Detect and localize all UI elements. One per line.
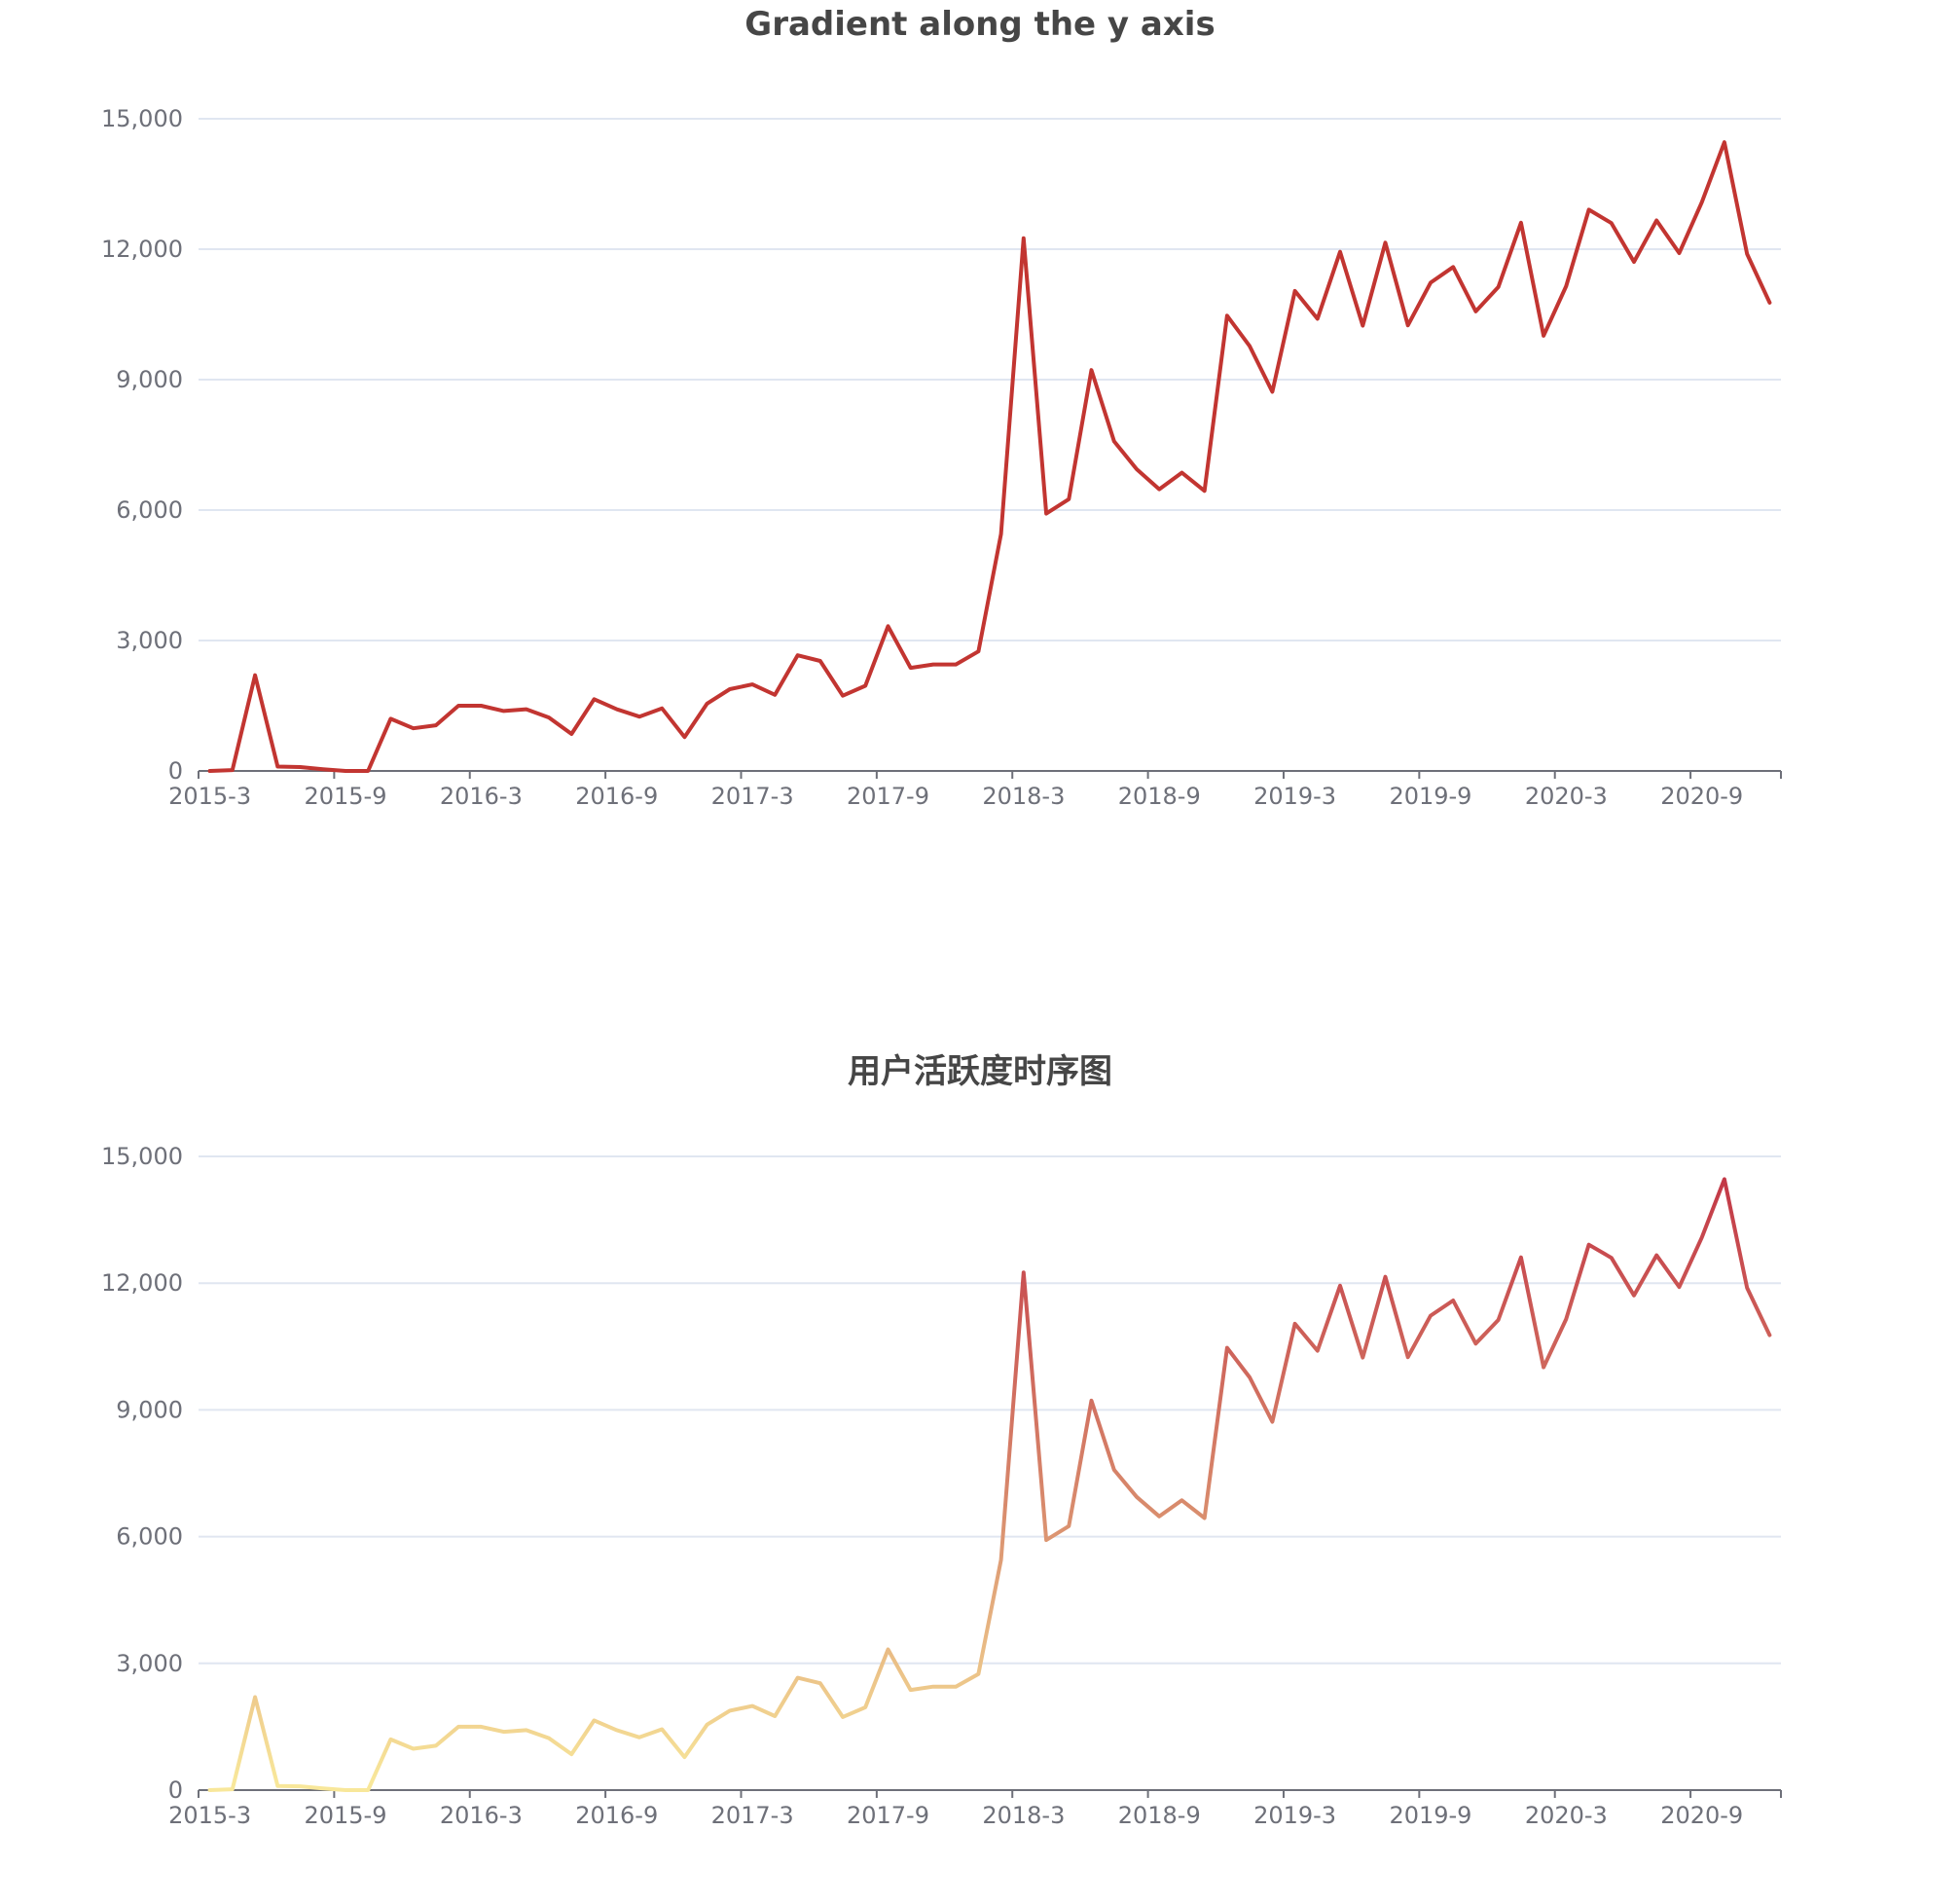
chart-2: 用户活跃度时序图 0 3,000 6,000 9,000 12,000 15,000 20… bbox=[101, 1052, 1782, 1829]
chart-2-y-tick-label: 0 bbox=[168, 1776, 183, 1804]
chart-2-series-line bbox=[207, 1177, 1772, 1792]
chart-2-x-tick-label: 2018-9 bbox=[1118, 1802, 1201, 1829]
chart-1-x-tick-label: 2020-3 bbox=[1525, 783, 1608, 810]
chart-1-y-tick-label: 6,000 bbox=[116, 496, 183, 524]
chart-2-grid bbox=[199, 1155, 1781, 1665]
chart-2-x-tick-label: 2019-9 bbox=[1389, 1802, 1471, 1829]
chart-1-series-line bbox=[207, 140, 1772, 773]
chart-1-x-tick-label: 2019-3 bbox=[1253, 783, 1336, 810]
chart-2-title: 用户活跃度时序图 bbox=[848, 1052, 1112, 1091]
chart-1: Gradient along the y axis 0 3,000 6,000 9,0… bbox=[101, 5, 1782, 810]
chart-2-y-tick-label: 9,000 bbox=[116, 1396, 183, 1423]
chart-1-x-tick-label: 2018-3 bbox=[982, 783, 1065, 810]
chart-1-grid bbox=[199, 118, 1781, 641]
chart-2-x-tick-label: 2015-3 bbox=[168, 1802, 251, 1829]
chart-2-x-tick-label: 2019-3 bbox=[1253, 1802, 1336, 1829]
chart-1-y-tick-label: 9,000 bbox=[116, 366, 183, 393]
chart-2-x-tick-label: 2020-3 bbox=[1525, 1802, 1608, 1829]
chart-2-y-tick-label: 6,000 bbox=[116, 1523, 183, 1551]
chart-1-x-axis bbox=[198, 770, 1782, 779]
chart-1-y-tick-label: 0 bbox=[168, 757, 183, 785]
chart-1-y-tick-labels: 0 3,000 6,000 9,000 12,000 15,000 bbox=[101, 105, 183, 785]
chart-2-x-tick-label: 2017-9 bbox=[847, 1802, 929, 1829]
chart-2-x-axis bbox=[198, 1789, 1782, 1798]
chart-1-title: Gradient along the y axis bbox=[744, 5, 1215, 44]
chart-2-y-tick-label: 12,000 bbox=[101, 1269, 183, 1297]
chart-1-x-tick-labels: 2015-3 2015-9 2016-3 2016-9 2017-3 2017-9 2018… bbox=[168, 783, 1743, 810]
chart-1-x-tick-label: 2019-9 bbox=[1389, 783, 1471, 810]
chart-1-x-tick-label: 2016-3 bbox=[440, 783, 523, 810]
chart-1-x-tick-label: 2015-3 bbox=[168, 783, 251, 810]
chart-1-x-tick-label: 2018-9 bbox=[1118, 783, 1201, 810]
chart-2-x-tick-label: 2015-9 bbox=[304, 1802, 386, 1829]
chart-1-x-tick-label: 2015-9 bbox=[304, 783, 386, 810]
chart-1-x-tick-label: 2016-9 bbox=[575, 783, 658, 810]
chart-1-y-tick-label: 3,000 bbox=[116, 627, 183, 654]
chart-2-y-tick-label: 3,000 bbox=[116, 1650, 183, 1677]
chart-1-y-tick-label: 12,000 bbox=[101, 236, 183, 263]
chart-1-y-tick-label: 15,000 bbox=[101, 105, 183, 132]
chart-1-x-tick-label: 2017-9 bbox=[847, 783, 929, 810]
chart-2-x-tick-labels: 2015-3 2015-9 2016-3 2016-9 2017-3 2017-9 2018… bbox=[168, 1802, 1743, 1829]
chart-2-x-tick-label: 2020-9 bbox=[1660, 1802, 1743, 1829]
chart-2-y-tick-label: 15,000 bbox=[101, 1143, 183, 1170]
chart-2-y-tick-labels: 0 3,000 6,000 9,000 12,000 15,000 bbox=[101, 1143, 183, 1804]
chart-2-x-tick-label: 2018-3 bbox=[982, 1802, 1065, 1829]
chart-2-x-tick-label: 2017-3 bbox=[711, 1802, 794, 1829]
chart-2-x-tick-label: 2016-3 bbox=[440, 1802, 523, 1829]
chart-2-x-tick-label: 2016-9 bbox=[575, 1802, 658, 1829]
chart-1-x-tick-label: 2020-9 bbox=[1660, 783, 1743, 810]
chart-1-x-tick-label: 2017-3 bbox=[711, 783, 794, 810]
